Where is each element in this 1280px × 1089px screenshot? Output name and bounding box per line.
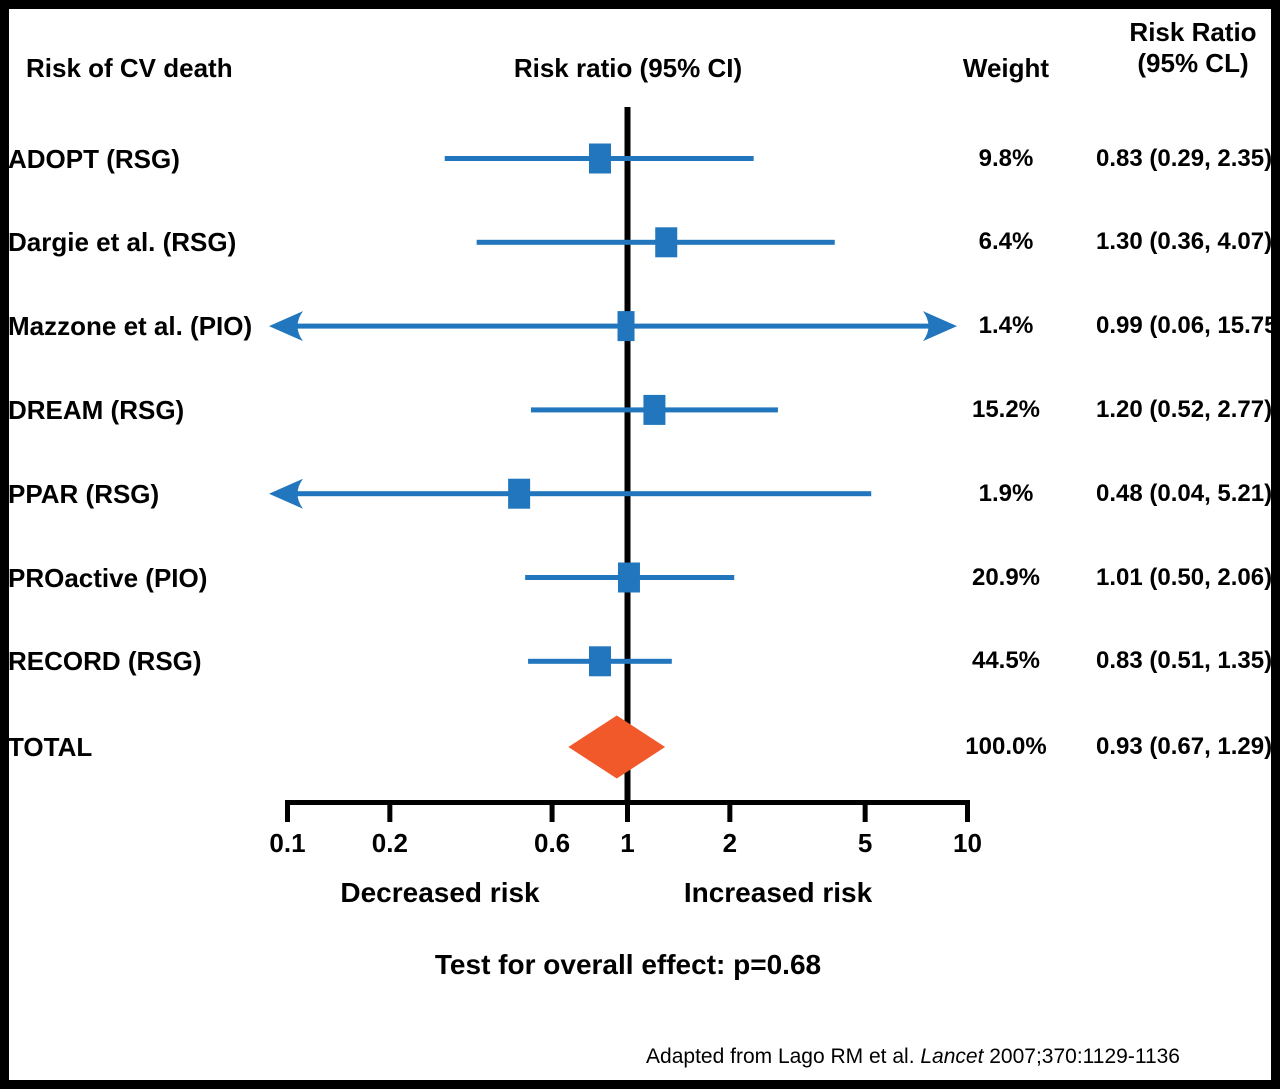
x-axis-tick-label: 10 (953, 828, 982, 858)
point-estimate-marker (617, 562, 640, 593)
column-header-risk-ratio-line2: (95% CL) (1137, 48, 1249, 78)
arrow-right-icon (923, 311, 957, 342)
x-axis-tick-label: 0.2 (371, 828, 408, 858)
study-risk-ratio-text: 0.93 (0.67, 1.29) (1096, 733, 1273, 760)
study-row-label: Mazzone et al. (PIO) (8, 311, 253, 342)
x-axis-tick (727, 800, 733, 822)
x-axis-tick-label: 2 (722, 828, 738, 858)
study-risk-ratio-text: 0.48 (0.04, 5.21) (1096, 479, 1273, 507)
x-axis-tick-label: 0.6 (533, 828, 571, 858)
point-estimate-marker (643, 394, 666, 425)
citation: Adapted from Lago RM et al. Lancet 2007;… (646, 1045, 1180, 1069)
study-weight: 100.0% (965, 733, 1047, 760)
x-axis-tick-label: 1 (620, 828, 635, 858)
point-estimate-marker (617, 311, 635, 342)
column-header-risk-ratio-ci: Risk Ratio (95% CL) (1100, 17, 1280, 79)
study-weight: 15.2% (971, 395, 1041, 423)
study-weight: 1.9% (978, 479, 1034, 507)
study-row-label: PROactive (PIO) (8, 562, 208, 593)
study-risk-ratio-text: 0.83 (0.29, 2.35) (1096, 144, 1273, 172)
ci-line (285, 491, 872, 497)
study-weight: 44.5% (971, 647, 1041, 675)
point-estimate-marker (588, 646, 611, 677)
study-risk-ratio-text: 0.99 (0.06, 15.75) (1096, 312, 1280, 340)
reference-line (624, 107, 631, 805)
x-axis-tick (285, 800, 290, 822)
point-estimate-marker (655, 227, 678, 258)
column-header-weight: Weight (962, 53, 1050, 83)
study-row-label: RECORD (RSG) (8, 646, 202, 677)
study-risk-ratio-text: 1.20 (0.52, 2.77) (1096, 395, 1273, 423)
study-row-label: PPAR (RSG) (8, 478, 160, 509)
point-estimate-marker (588, 143, 611, 174)
study-row-label: ADOPT (RSG) (8, 143, 180, 174)
study-risk-ratio-text: 0.83 (0.51, 1.35) (1096, 647, 1273, 675)
point-estimate-marker (508, 478, 531, 509)
study-row-label: Dargie et al. (RSG) (8, 227, 237, 258)
x-axis-tick (965, 800, 970, 822)
study-weight: 6.4% (978, 228, 1034, 256)
citation-suffix: 2007;370:1129-1136 (983, 1045, 1180, 1068)
overall-effect-test-label: Test for overall effect: p=0.68 (434, 949, 822, 980)
x-axis-tick (625, 800, 630, 822)
arrow-left-icon (269, 311, 303, 342)
x-axis-tick (862, 800, 868, 822)
arrow-left-icon (269, 478, 303, 509)
x-axis-tick (387, 800, 393, 822)
x-axis-tick-label: 5 (857, 828, 873, 858)
study-row-label: DREAM (RSG) (8, 394, 185, 425)
x-axis-tick (549, 800, 555, 822)
study-risk-ratio-text: 1.01 (0.50, 2.06) (1096, 563, 1273, 591)
column-header-study: Risk of CV death (26, 53, 233, 83)
column-header-risk-ratio-line1: Risk Ratio (1129, 17, 1257, 47)
study-row-label: TOTAL (8, 732, 93, 762)
column-header-risk-ratio-plot: Risk ratio (95% CI) (513, 53, 743, 83)
x-axis-tick-label: 0.1 (269, 828, 306, 858)
total-diamond-marker (568, 715, 666, 779)
ci-line (285, 323, 941, 329)
study-weight: 1.4% (978, 312, 1034, 340)
citation-prefix: Adapted from Lago RM et al. (646, 1045, 921, 1068)
decreased-risk-label: Decreased risk (340, 877, 540, 908)
study-weight: 9.8% (978, 144, 1034, 172)
increased-risk-label: Increased risk (683, 877, 873, 908)
study-weight: 20.9% (971, 563, 1041, 591)
study-risk-ratio-text: 1.30 (0.36, 4.07) (1096, 228, 1273, 256)
citation-journal: Lancet (920, 1045, 984, 1068)
